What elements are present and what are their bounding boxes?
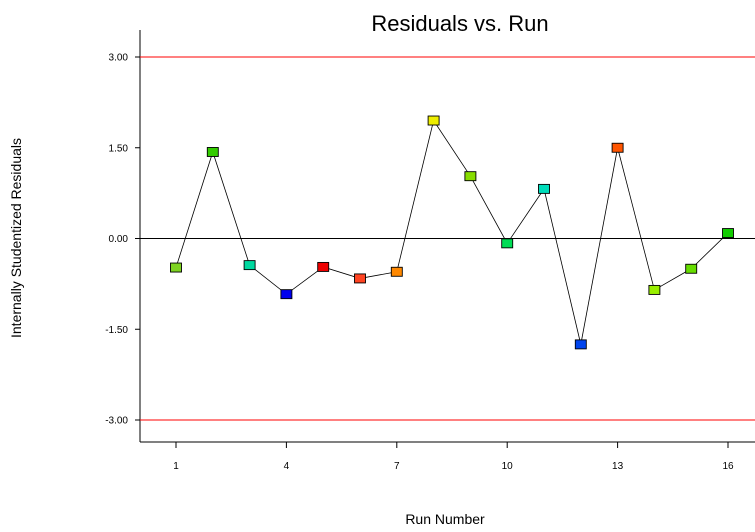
residual-point	[722, 228, 734, 239]
y-tick-label: 0.00	[109, 234, 129, 245]
residual-point	[611, 142, 624, 153]
y-axis-ticks: 3.00 1.50 0.00 -1.50 -3.00	[105, 53, 140, 427]
residual-series-line	[175, 119, 729, 345]
residual-point	[170, 262, 182, 273]
x-tick-label: 7	[394, 461, 400, 472]
residual-point	[685, 263, 698, 274]
x-tick-label: 13	[612, 461, 624, 472]
residual-point	[280, 289, 293, 300]
y-tick-label: -3.00	[105, 416, 128, 427]
residual-point	[648, 284, 661, 295]
residual-point	[243, 260, 256, 271]
residual-point	[390, 266, 403, 277]
residual-point	[538, 183, 550, 194]
reference-lines	[140, 56, 755, 421]
residual-point	[501, 238, 514, 249]
residual-points	[170, 115, 734, 350]
y-tick-label: 1.50	[109, 143, 129, 154]
x-axis-ticks: 1 4 7 10 13 16	[173, 442, 734, 472]
residual-point	[464, 171, 477, 182]
x-axis-label: Run Number	[405, 511, 485, 527]
x-tick-label: 4	[284, 461, 290, 472]
residual-line	[175, 119, 729, 345]
residual-point	[206, 147, 219, 157]
x-tick-label: 16	[722, 461, 734, 472]
residual-point	[317, 261, 330, 272]
plot-frame	[139, 30, 755, 443]
chart-title: Residuals vs. Run	[371, 11, 548, 36]
y-tick-label: 3.00	[109, 53, 129, 64]
residual-point	[354, 273, 366, 284]
residual-point	[427, 115, 440, 126]
x-tick-label: 1	[173, 461, 179, 472]
y-axis-label: Internally Studentized Residuals	[8, 138, 24, 338]
x-tick-label: 10	[502, 461, 514, 472]
residual-point	[574, 339, 587, 350]
y-tick-label: -1.50	[105, 325, 128, 336]
